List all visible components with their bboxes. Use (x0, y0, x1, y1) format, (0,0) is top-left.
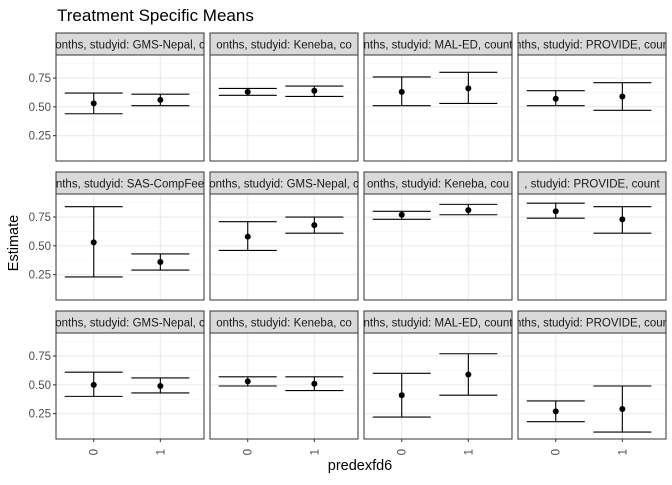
y-tick-label: 0.50 (29, 380, 51, 392)
facet-panel: nths, studyid: PROVIDE, coun (515, 32, 669, 162)
estimate-point (552, 408, 559, 415)
panel-border (209, 54, 359, 162)
estimate-point (157, 96, 164, 103)
y-tick-label: 0.25 (29, 409, 51, 421)
x-tick-label: 1 (617, 449, 629, 455)
facet-strip-label: onths, studyid: Keneba, co (216, 318, 352, 330)
plot-background (56, 194, 204, 300)
estimate-point (398, 211, 405, 218)
estimate-point (465, 85, 472, 92)
plot-background (210, 194, 358, 300)
facet-strip-label: onths, studyid: GMS-Nepal, c (55, 40, 205, 52)
facet-strip-label: nths, studyid: SAS-CompFee (56, 179, 204, 191)
panel-border (55, 54, 205, 162)
estimate-point (244, 233, 251, 240)
facet-panel: onths, studyid: Keneba, co (209, 32, 359, 162)
x-tick-label: 0 (243, 449, 255, 455)
y-tick-label: 0.75 (29, 351, 51, 363)
x-tick-label: 0 (551, 449, 563, 455)
x-tick-label: 1 (463, 449, 475, 455)
plot-background (518, 194, 666, 300)
y-axis-label: Estimate (6, 215, 22, 271)
panel-border (363, 193, 513, 301)
panel-border (517, 193, 667, 301)
estimate-point (90, 381, 97, 388)
facet-strip-label: onths, studyid: GMS-Nepal, c (209, 179, 359, 191)
estimate-point (398, 88, 405, 95)
y-tick-label: 0.75 (29, 73, 51, 85)
facet-panel: nths, studyid: MAL-ED, count 0 1 (363, 310, 514, 455)
estimate-point (90, 100, 97, 107)
estimate-point (90, 239, 97, 246)
y-tick-label: 0.25 (29, 131, 51, 143)
plot-background (56, 55, 204, 161)
estimate-point (619, 93, 626, 100)
estimate-point (157, 258, 164, 265)
y-tick-label: 0.75 (29, 212, 51, 224)
facet-strip-label: nths, studyid: PROVIDE, coun (515, 40, 669, 52)
plot-background (364, 333, 512, 439)
estimate-point (311, 380, 318, 387)
panel-border (363, 332, 513, 440)
facet-strip-label: nths, studyid: MAL-ED, count (364, 318, 514, 330)
y-tick-label: 0.50 (29, 241, 51, 253)
panel-border (55, 332, 205, 440)
facet-panel: onths, studyid: Keneba, co 0 1 (209, 310, 359, 455)
panel-border (517, 332, 667, 440)
estimate-point (157, 383, 164, 389)
y-tick-label: 0.25 (29, 270, 51, 282)
estimate-point (619, 216, 626, 223)
x-tick-label: 1 (309, 449, 321, 455)
panels-layer: onths, studyid: GMS-Nepal, c 0.25 0.50 0.75… (29, 32, 669, 455)
facet-panel: onths, studyid: GMS-Nepal, c 0.25 0.50 0.75… (29, 310, 205, 455)
chart-title: Treatment Specific Means (57, 6, 254, 25)
estimate-point (552, 208, 559, 215)
plot-background (518, 55, 666, 161)
estimate-point (311, 87, 318, 94)
facet-strip-label: onths, studyid: Keneba, cou (367, 179, 509, 191)
estimate-point (465, 207, 472, 214)
plot-background (364, 194, 512, 300)
y-tick-label: 0.50 (29, 102, 51, 114)
facet-panel: nths, studyid: PROVIDE, coun 0 1 (515, 310, 669, 455)
facet-strip-label: nths, studyid: PROVIDE, coun (515, 318, 669, 330)
x-tick-label: 1 (155, 449, 167, 455)
estimate-point (552, 95, 559, 102)
estimate-point (244, 378, 251, 385)
facet-panel: nths, studyid: MAL-ED, count (363, 32, 514, 162)
estimate-point (465, 371, 472, 378)
facet-panel: onths, studyid: GMS-Nepal, c (209, 171, 359, 301)
facet-strip-label: nths, studyid: MAL-ED, count (364, 40, 514, 52)
panel-border (209, 332, 359, 440)
facet-panel: onths, studyid: Keneba, cou (363, 171, 513, 301)
x-tick-label: 0 (397, 449, 409, 455)
panel-border (55, 193, 205, 301)
estimate-point (619, 406, 626, 413)
estimate-point (398, 392, 405, 399)
facet-strip-label: onths, studyid: Keneba, co (216, 40, 352, 52)
x-axis-label: predexfd6 (328, 458, 393, 474)
facet-strip-label: onths, studyid: GMS-Nepal, c (55, 318, 205, 330)
plot-background (364, 55, 512, 161)
panel-border (363, 54, 513, 162)
facet-panel: onths, studyid: GMS-Nepal, c 0.25 0.50 0.75 (29, 32, 205, 162)
facet-panel: nths, studyid: SAS-CompFee 0.25 0.50 0.75 (29, 171, 205, 301)
x-tick-label: 0 (89, 449, 101, 455)
plot-background (56, 333, 204, 439)
facet-strip-label: , studyid: PROVIDE, count (524, 179, 660, 191)
estimate-point (244, 88, 251, 95)
panel-border (209, 193, 359, 301)
panel-border (517, 54, 667, 162)
facet-panel: , studyid: PROVIDE, count (517, 171, 667, 301)
estimate-point (311, 222, 318, 229)
plot-background (210, 55, 358, 161)
